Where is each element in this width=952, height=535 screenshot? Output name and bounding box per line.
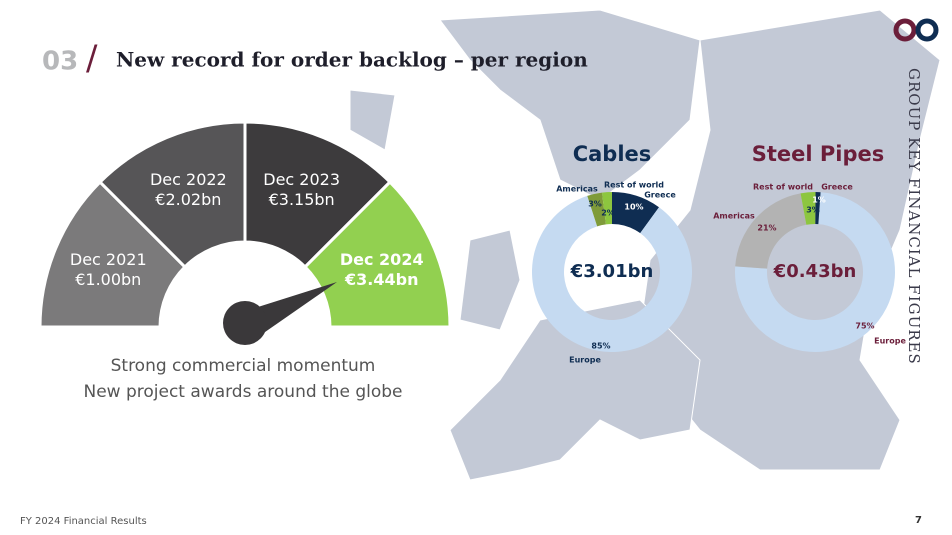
gauge-segment — [302, 179, 452, 329]
slice-category-label: Rest of world — [753, 183, 813, 192]
donut-center-label: €3.01bn — [570, 261, 654, 282]
footer-text: FY 2024 Financial Results — [20, 516, 147, 527]
gauge-segment — [243, 120, 393, 270]
slice-category-label: Americas — [556, 185, 598, 194]
donut-slice — [815, 192, 821, 225]
slice-category-label: Europe — [874, 337, 906, 346]
map-background — [349, 9, 941, 481]
slice-value-label: 21% — [757, 224, 776, 233]
segment-period: Dec 2023 — [263, 170, 340, 189]
section-number: 03 — [42, 47, 78, 77]
slice-category-label: Greece — [644, 191, 676, 200]
caption: New project awards around the globe — [83, 382, 402, 402]
slice-category-label: Rest of world — [604, 181, 664, 190]
caption: Strong commercial momentum — [111, 356, 376, 376]
page-number: 7 — [915, 515, 922, 526]
donut-slice — [735, 192, 896, 353]
separator: / — [86, 39, 98, 79]
slide-title: New record for order backlog – per regio… — [116, 48, 588, 72]
slice-value-label: 85% — [591, 342, 610, 351]
donuts: 10% Rest of world 85% Europe 3% Americas 2% Gre… — [532, 142, 906, 365]
slice-value-label: 3% — [806, 206, 820, 215]
donut-slice — [532, 195, 692, 352]
segment-value: €1.00bn — [75, 270, 141, 289]
donut-title: Steel Pipes — [752, 142, 885, 166]
donut-slice — [800, 192, 816, 225]
donut-slice — [612, 192, 660, 234]
slice-value-label: 3% — [588, 200, 602, 209]
donut-title: Cables — [573, 142, 652, 166]
side-label: GROUP KEY FINANCIAL FIGURES — [905, 68, 923, 365]
donut-center-label: €0.43bn — [773, 261, 857, 282]
slice-value-label: 75% — [855, 322, 874, 331]
slice-category-label: Americas — [713, 212, 755, 221]
donut-slice — [587, 192, 606, 227]
needle-hub — [223, 301, 267, 345]
slice-value-label: 1% — [812, 196, 826, 205]
slice-value-label: 2% — [601, 209, 615, 218]
slice-value-label: 10% — [624, 203, 643, 212]
slice-category-label: Greece — [821, 183, 853, 192]
segment-period: Dec 2022 — [150, 170, 227, 189]
donut-slice — [601, 192, 612, 225]
segment-value: €3.44bn — [344, 270, 418, 289]
donut-slice — [735, 193, 807, 269]
gauge-segment — [38, 179, 188, 329]
segment-value: €3.15bn — [269, 190, 335, 209]
slice-category-label: Europe — [569, 356, 601, 365]
segment-period: Dec 2024 — [340, 250, 424, 269]
gauge-segment — [97, 120, 247, 270]
segment-value: €2.02bn — [155, 190, 221, 209]
logo — [893, 18, 939, 42]
segment-period: Dec 2021 — [70, 250, 147, 269]
